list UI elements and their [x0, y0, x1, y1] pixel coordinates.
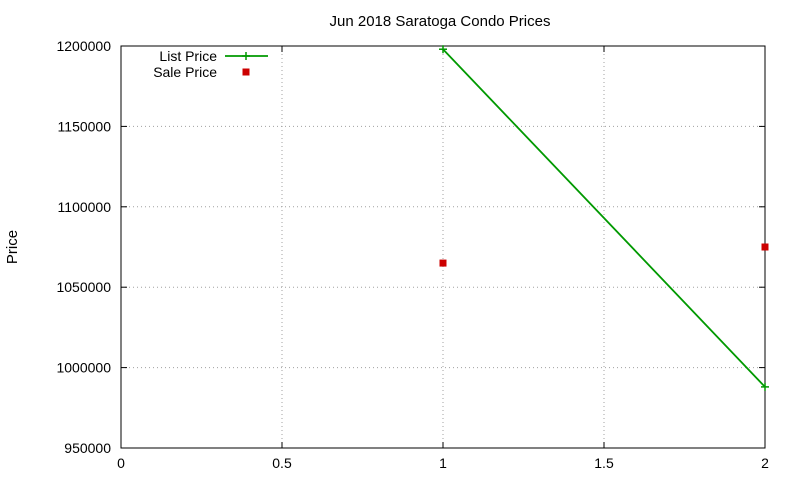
x-tick-label: 1 [439, 455, 447, 471]
y-tick-label: 1050000 [56, 279, 111, 295]
y-tick-label: 1000000 [56, 360, 111, 376]
grid-lines [121, 46, 765, 448]
sale-price-point [761, 243, 769, 251]
legend-label-list-price: List Price [159, 48, 217, 64]
list-price-point [761, 382, 769, 391]
chart-title: Jun 2018 Saratoga Condo Prices [330, 13, 551, 30]
y-tick-label: 1100000 [58, 199, 112, 215]
y-tick-label: 1200000 [56, 38, 111, 54]
axes: 0 0.5 1 1.5 2 950000 1000000 1050000 1100000 1150… [56, 38, 769, 471]
x-tick-label: 2 [761, 455, 769, 471]
x-tick-label: 1.5 [594, 455, 614, 471]
list-price-line [442, 48, 766, 388]
x-tick-label: 0 [117, 455, 125, 471]
x-tick-label: 0.5 [272, 455, 292, 471]
y-tick-label: 1150000 [58, 118, 112, 134]
sale-price-point [439, 259, 447, 267]
legend-marker-sale-price [242, 68, 250, 76]
series-layer [439, 45, 769, 391]
y-tick-label: 950000 [64, 440, 111, 456]
list-price-point [439, 45, 447, 54]
y-axis-label: Price [4, 230, 21, 264]
legend-marker-list-price [242, 52, 250, 60]
legend-label-sale-price: Sale Price [153, 64, 217, 80]
